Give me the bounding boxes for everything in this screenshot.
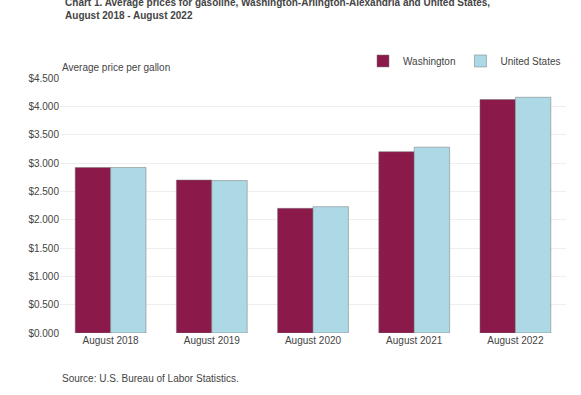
svg-text:$4.000: $4.000 [28, 101, 59, 112]
svg-text:$1.000: $1.000 [28, 271, 59, 282]
svg-text:$3.500: $3.500 [28, 129, 59, 140]
svg-text:$0.000: $0.000 [28, 328, 59, 339]
svg-text:Average price per gallon: Average price per gallon [62, 62, 170, 73]
svg-text:$4.500: $4.500 [28, 73, 59, 84]
svg-text:United States: United States [500, 56, 560, 67]
svg-text:August 2018: August 2018 [83, 335, 140, 346]
svg-text:August 2021: August 2021 [386, 335, 443, 346]
svg-text:$0.500: $0.500 [28, 299, 59, 310]
svg-text:$2.500: $2.500 [28, 186, 59, 197]
svg-text:$3.000: $3.000 [28, 158, 59, 169]
svg-text:Source: U.S. Bureau of Labor S: Source: U.S. Bureau of Labor Statistics. [62, 373, 239, 384]
svg-text:August 2019: August 2019 [184, 335, 241, 346]
svg-text:August 2022: August 2022 [487, 335, 544, 346]
svg-text:Washington: Washington [403, 56, 455, 67]
svg-text:Chart 1. Average prices for ga: Chart 1. Average prices for gasoline, Wa… [65, 0, 490, 21]
svg-text:$2.000: $2.000 [28, 214, 59, 225]
svg-text:August 2020: August 2020 [285, 335, 342, 346]
svg-text:$1.500: $1.500 [28, 243, 59, 254]
